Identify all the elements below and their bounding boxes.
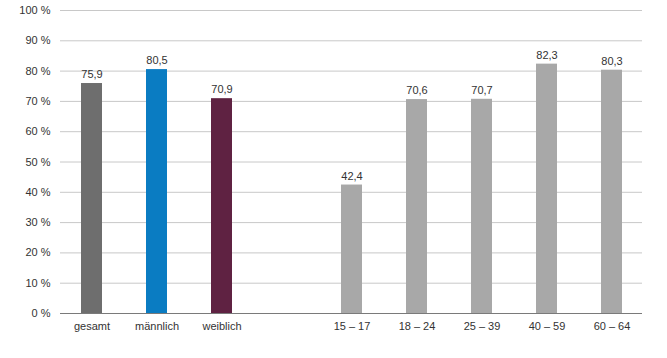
svg-text:25 – 39: 25 – 39 <box>464 320 501 332</box>
svg-text:gesamt: gesamt <box>74 320 110 332</box>
svg-text:0 %: 0 % <box>32 307 51 319</box>
svg-text:30 %: 30 % <box>25 216 50 228</box>
svg-text:75,9: 75,9 <box>81 68 102 80</box>
svg-text:10 %: 10 % <box>25 277 50 289</box>
svg-text:80,5: 80,5 <box>146 54 167 66</box>
svg-text:60 – 64: 60 – 64 <box>594 320 631 332</box>
svg-text:männlich: männlich <box>135 320 179 332</box>
svg-text:42,4: 42,4 <box>341 170 362 182</box>
svg-text:18 – 24: 18 – 24 <box>399 320 436 332</box>
svg-text:20 %: 20 % <box>25 246 50 258</box>
svg-text:15 – 17: 15 – 17 <box>334 320 371 332</box>
svg-text:40 %: 40 % <box>25 186 50 198</box>
svg-text:100 %: 100 % <box>19 4 50 16</box>
svg-text:70 %: 70 % <box>25 95 50 107</box>
svg-text:80 %: 80 % <box>25 65 50 77</box>
svg-text:70,7: 70,7 <box>471 84 492 96</box>
svg-text:82,3: 82,3 <box>536 49 557 61</box>
svg-text:40 – 59: 40 – 59 <box>529 320 566 332</box>
svg-text:60 %: 60 % <box>25 125 50 137</box>
svg-text:70,6: 70,6 <box>406 84 427 96</box>
svg-text:80,3: 80,3 <box>601 55 622 67</box>
svg-text:90 %: 90 % <box>25 34 50 46</box>
svg-text:70,9: 70,9 <box>211 83 232 95</box>
svg-text:weiblich: weiblich <box>201 320 241 332</box>
svg-text:50 %: 50 % <box>25 156 50 168</box>
